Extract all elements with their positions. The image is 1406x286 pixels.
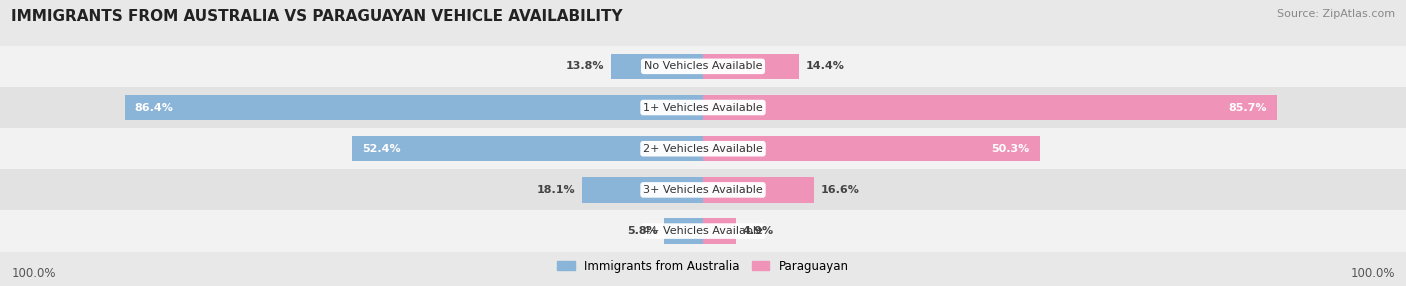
Text: 2+ Vehicles Available: 2+ Vehicles Available <box>643 144 763 154</box>
Text: 100.0%: 100.0% <box>1350 267 1395 280</box>
Bar <box>703 136 1040 162</box>
Text: 100.0%: 100.0% <box>11 267 56 280</box>
Text: 86.4%: 86.4% <box>135 103 173 112</box>
Text: 1+ Vehicles Available: 1+ Vehicles Available <box>643 103 763 112</box>
Text: 4.9%: 4.9% <box>742 226 773 236</box>
Text: 18.1%: 18.1% <box>537 185 575 195</box>
Text: 52.4%: 52.4% <box>363 144 401 154</box>
Text: 13.8%: 13.8% <box>565 61 605 71</box>
Bar <box>610 53 703 79</box>
Text: 5.8%: 5.8% <box>627 226 658 236</box>
Bar <box>703 95 1277 120</box>
Bar <box>0 128 1406 169</box>
Bar <box>664 218 703 244</box>
Text: 16.6%: 16.6% <box>821 185 859 195</box>
Text: 50.3%: 50.3% <box>991 144 1029 154</box>
Bar <box>582 177 703 203</box>
Text: IMMIGRANTS FROM AUSTRALIA VS PARAGUAYAN VEHICLE AVAILABILITY: IMMIGRANTS FROM AUSTRALIA VS PARAGUAYAN … <box>11 9 623 23</box>
Bar <box>703 53 800 79</box>
Text: No Vehicles Available: No Vehicles Available <box>644 61 762 71</box>
Bar <box>0 87 1406 128</box>
Text: 14.4%: 14.4% <box>806 61 845 71</box>
Bar <box>703 177 814 203</box>
Text: 4+ Vehicles Available: 4+ Vehicles Available <box>643 226 763 236</box>
Bar <box>0 210 1406 252</box>
Text: Source: ZipAtlas.com: Source: ZipAtlas.com <box>1277 9 1395 19</box>
Bar <box>125 95 703 120</box>
Text: 3+ Vehicles Available: 3+ Vehicles Available <box>643 185 763 195</box>
Bar <box>703 218 735 244</box>
Legend: Immigrants from Australia, Paraguayan: Immigrants from Australia, Paraguayan <box>553 255 853 277</box>
Bar <box>0 46 1406 87</box>
Bar <box>352 136 703 162</box>
Text: 85.7%: 85.7% <box>1229 103 1267 112</box>
Bar <box>0 169 1406 210</box>
